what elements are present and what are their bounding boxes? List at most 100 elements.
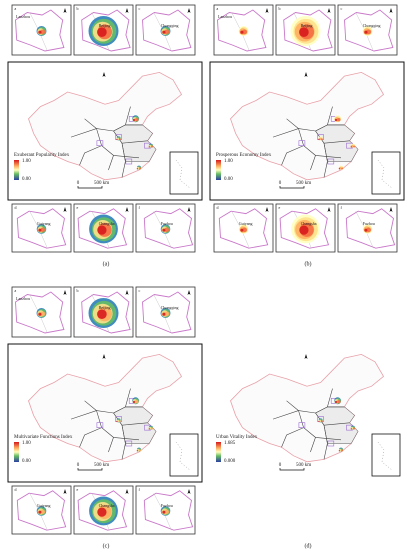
- color-ramp: [216, 160, 221, 180]
- hotspot: [116, 420, 118, 423]
- sea-inset: [371, 151, 401, 195]
- sea-inset: [169, 433, 199, 477]
- sea-inset: [169, 151, 199, 195]
- hotspot: [136, 450, 139, 452]
- city-box: [96, 422, 104, 429]
- inset-letter: f: [341, 205, 343, 210]
- hotspot: [38, 312, 42, 316]
- panel-caption: (c): [103, 542, 110, 549]
- hotspot: [139, 167, 142, 170]
- province-line: [79, 427, 102, 448]
- province-line: [84, 400, 97, 411]
- province-line: [96, 128, 140, 159]
- panel: a Lanzhou b Beijing c Chongqing d Guiyang e Chang…: [209, 4, 405, 267]
- city-box: [298, 422, 306, 429]
- province-line: [323, 143, 328, 178]
- hotspot: [38, 510, 42, 514]
- province-line: [327, 106, 333, 125]
- hotspot: [341, 449, 344, 452]
- north-arrow: [102, 72, 106, 77]
- city-box: [298, 140, 306, 146]
- legend-max: 1.00: [22, 159, 31, 164]
- inset-letter: d: [15, 487, 17, 492]
- panel: a Lanzhou b Beijing c Chongqing d Guiyang e Chang…: [7, 286, 203, 549]
- hotspot: [139, 449, 142, 452]
- scale-distance: 500 km: [94, 181, 109, 186]
- hotspot: [318, 420, 320, 423]
- hotspot: [162, 228, 166, 232]
- inset-city: Beijing: [99, 23, 111, 28]
- north-arrow: [125, 290, 129, 295]
- hotspot: [97, 507, 107, 517]
- hotspot: [162, 30, 166, 34]
- inset-letter: d: [15, 205, 17, 210]
- hotspot: [240, 30, 244, 34]
- province-line: [298, 410, 342, 441]
- city-box: [96, 140, 104, 146]
- hotspot: [136, 168, 139, 170]
- hotspot: [97, 27, 107, 37]
- hotspot: [40, 227, 46, 233]
- inset-city: Lanzhou: [218, 14, 232, 19]
- hotspot: [337, 399, 341, 404]
- hotspot: [353, 145, 356, 148]
- panel-caption: (b): [305, 260, 312, 267]
- scale-distance: 500 km: [94, 463, 109, 468]
- hotspot: [97, 309, 107, 320]
- hotspot: [320, 420, 323, 423]
- scale-bar: [279, 186, 305, 189]
- inset-city: Chongqing: [363, 23, 381, 28]
- scale-bar: [77, 186, 103, 189]
- province-line: [323, 425, 328, 460]
- hotspot: [151, 427, 154, 430]
- city-boundary: [217, 9, 267, 52]
- scale-distance: 500 km: [296, 181, 311, 186]
- country-outline: [28, 71, 183, 181]
- scale-zero: 0: [279, 181, 282, 186]
- hotspot: [118, 420, 121, 423]
- hotspot: [162, 510, 166, 514]
- scale-distance: 500 km: [296, 463, 311, 468]
- panel: a Lanzhou b Beijing c Chongqing d Guiyang e Chang…: [7, 4, 203, 267]
- hotspot: [132, 118, 136, 122]
- inset-city: Beijing: [99, 305, 111, 310]
- city-box: [125, 158, 133, 165]
- province-line: [327, 388, 333, 407]
- hotspot: [116, 138, 118, 141]
- inset-letter: e: [77, 205, 79, 210]
- hotspot: [118, 138, 121, 141]
- hotspot: [364, 30, 368, 34]
- city-boundary: [16, 208, 67, 249]
- city-boundary: [218, 208, 269, 249]
- city-boundary: [142, 291, 192, 334]
- hotspot: [337, 117, 341, 122]
- inset-city: Changsha: [301, 221, 317, 226]
- legend-max: 1.685: [224, 441, 236, 446]
- north-arrow: [63, 489, 67, 494]
- province-line: [281, 427, 304, 448]
- scale-zero: 0: [77, 463, 80, 468]
- inset-letter: b: [77, 6, 79, 11]
- city-boundary: [345, 208, 396, 249]
- province-line: [310, 437, 316, 453]
- inset-city: Lanzhou: [16, 296, 30, 301]
- country-outline: [230, 71, 385, 181]
- sea-inset: [371, 433, 401, 477]
- hotspot: [164, 509, 170, 515]
- hotspot: [320, 138, 323, 141]
- hotspot: [299, 27, 309, 37]
- province-line: [79, 145, 102, 166]
- hotspot: [242, 29, 248, 35]
- city-boundary: [283, 9, 333, 52]
- scale-zero: 0: [77, 181, 80, 186]
- country-outline: [28, 353, 183, 463]
- hotspot: [40, 29, 46, 35]
- inset-letter: a: [15, 288, 17, 293]
- north-arrow: [187, 489, 191, 494]
- hotspot: [164, 227, 170, 233]
- country-outline: [230, 353, 385, 463]
- hotspot: [38, 30, 42, 34]
- north-arrow: [187, 8, 191, 13]
- hotspot: [318, 138, 320, 141]
